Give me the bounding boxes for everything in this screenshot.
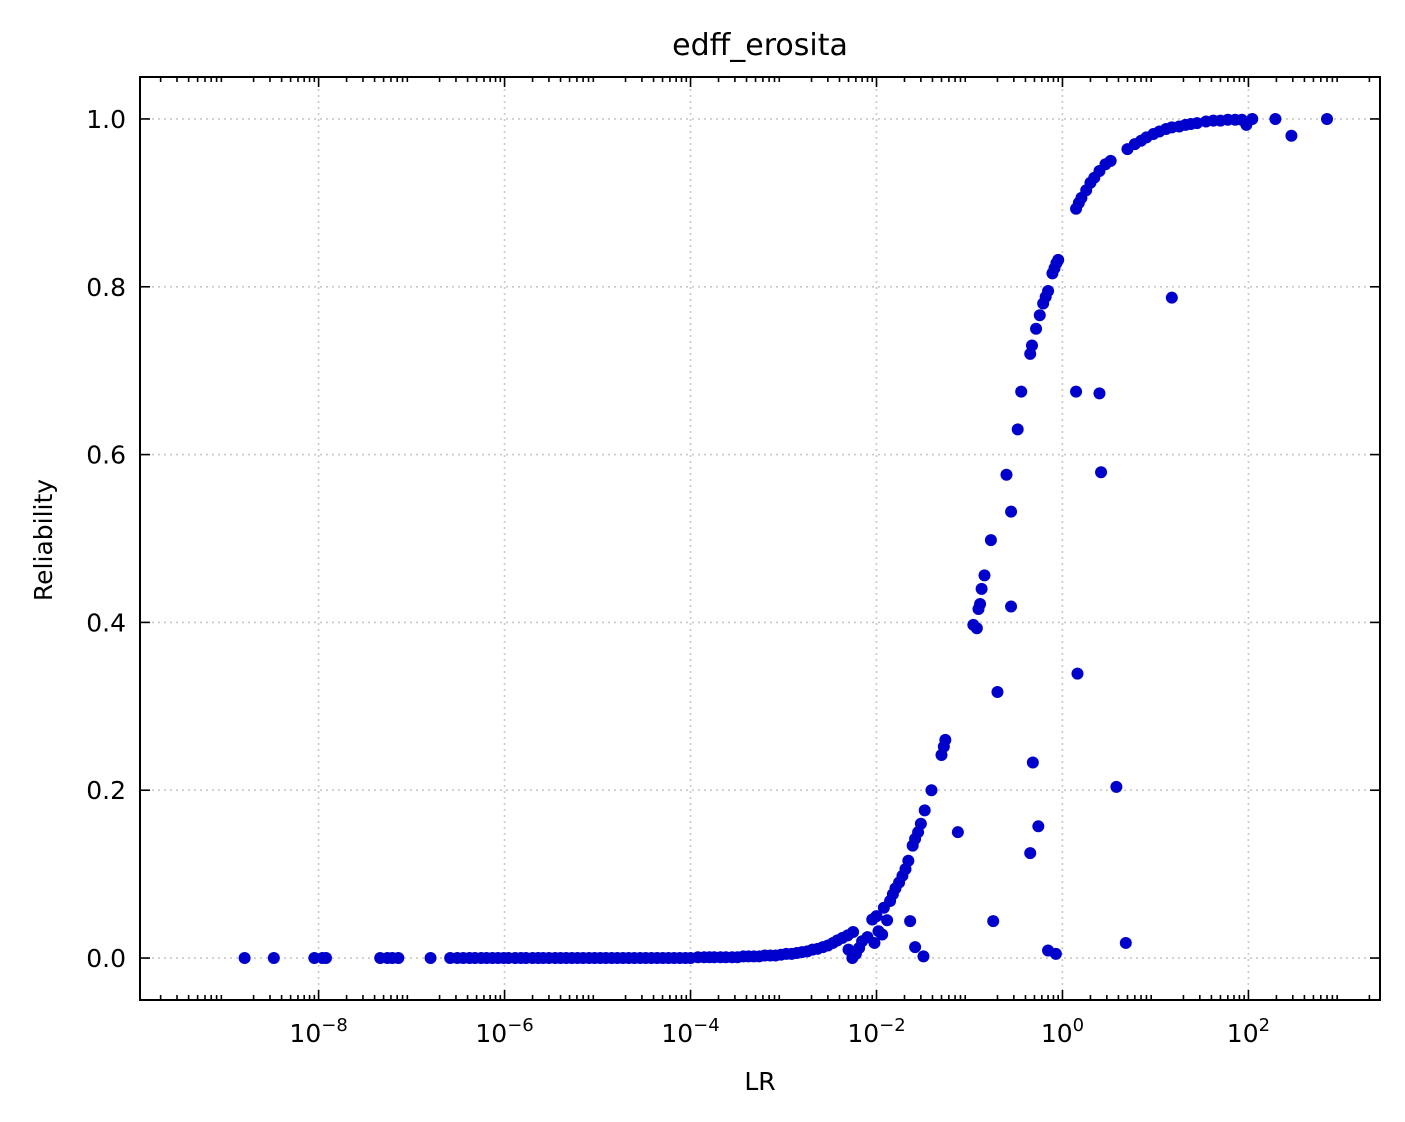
- data-point: [1015, 385, 1028, 398]
- y-tick-label: 0.4: [86, 608, 126, 637]
- y-tick-label: 1.0: [86, 105, 126, 134]
- data-point: [238, 952, 251, 965]
- data-point: [970, 622, 983, 635]
- x-tick-label: 10−4: [661, 1015, 719, 1048]
- data-point: [868, 936, 881, 949]
- data-point: [1025, 339, 1038, 352]
- data-point: [975, 582, 988, 595]
- data-point: [1285, 129, 1298, 142]
- data-point: [917, 950, 930, 963]
- data-point: [1071, 667, 1084, 680]
- data-point: [1070, 385, 1083, 398]
- x-tick-label: 10−6: [475, 1015, 533, 1048]
- x-tick-label: 102: [1227, 1015, 1270, 1048]
- data-point: [1032, 820, 1045, 833]
- x-tick-label: 10−2: [847, 1015, 905, 1048]
- x-tick-label: 100: [1041, 1015, 1084, 1048]
- data-point: [1011, 423, 1024, 436]
- data-point: [1005, 505, 1018, 518]
- data-point: [951, 826, 964, 839]
- data-point: [881, 914, 894, 927]
- data-point: [918, 804, 931, 817]
- data-point: [870, 910, 883, 923]
- x-axis-label: LR: [744, 1067, 775, 1096]
- y-tick-label: 0.2: [86, 776, 126, 805]
- data-point: [1000, 468, 1013, 481]
- data-point: [1042, 284, 1055, 297]
- data-point: [904, 915, 917, 928]
- data-point: [847, 926, 860, 939]
- x-tick-label: 10−8: [289, 1015, 347, 1048]
- data-point: [876, 928, 889, 941]
- data-point: [1024, 847, 1037, 860]
- y-tick-label: 0.8: [86, 273, 126, 302]
- data-point: [1110, 780, 1123, 793]
- data-point: [925, 784, 938, 797]
- data-point: [1093, 387, 1106, 400]
- data-point: [978, 569, 991, 582]
- data-point: [1026, 756, 1039, 769]
- data-point: [1030, 322, 1043, 335]
- data-point: [392, 952, 405, 965]
- data-point: [1104, 154, 1117, 167]
- data-point: [991, 686, 1004, 699]
- data-point: [984, 534, 997, 547]
- data-point: [267, 952, 280, 965]
- y-axis-label: Reliability: [29, 479, 58, 601]
- data-point: [1049, 947, 1062, 960]
- data-point: [1165, 291, 1178, 304]
- data-point: [1191, 117, 1204, 130]
- data-point: [1246, 112, 1259, 125]
- data-point: [1052, 253, 1065, 266]
- chart-title: edff_erosita: [672, 28, 848, 63]
- plot-frame: [139, 76, 1381, 1001]
- y-tick-label: 0.6: [86, 441, 126, 470]
- y-tick-label: 0.0: [86, 944, 126, 973]
- data-point: [1033, 309, 1046, 322]
- data-point: [909, 941, 922, 954]
- data-point: [1321, 112, 1334, 125]
- data-point: [974, 597, 987, 610]
- data-point: [987, 915, 1000, 928]
- data-point: [319, 952, 332, 965]
- data-point: [902, 854, 915, 867]
- data-point: [1095, 466, 1108, 479]
- data-point: [914, 817, 927, 830]
- data-point: [939, 733, 952, 746]
- data-point: [424, 952, 437, 965]
- data-point: [1269, 112, 1282, 125]
- data-points: [238, 112, 1334, 965]
- data-point: [1005, 600, 1018, 613]
- data-point: [1119, 936, 1132, 949]
